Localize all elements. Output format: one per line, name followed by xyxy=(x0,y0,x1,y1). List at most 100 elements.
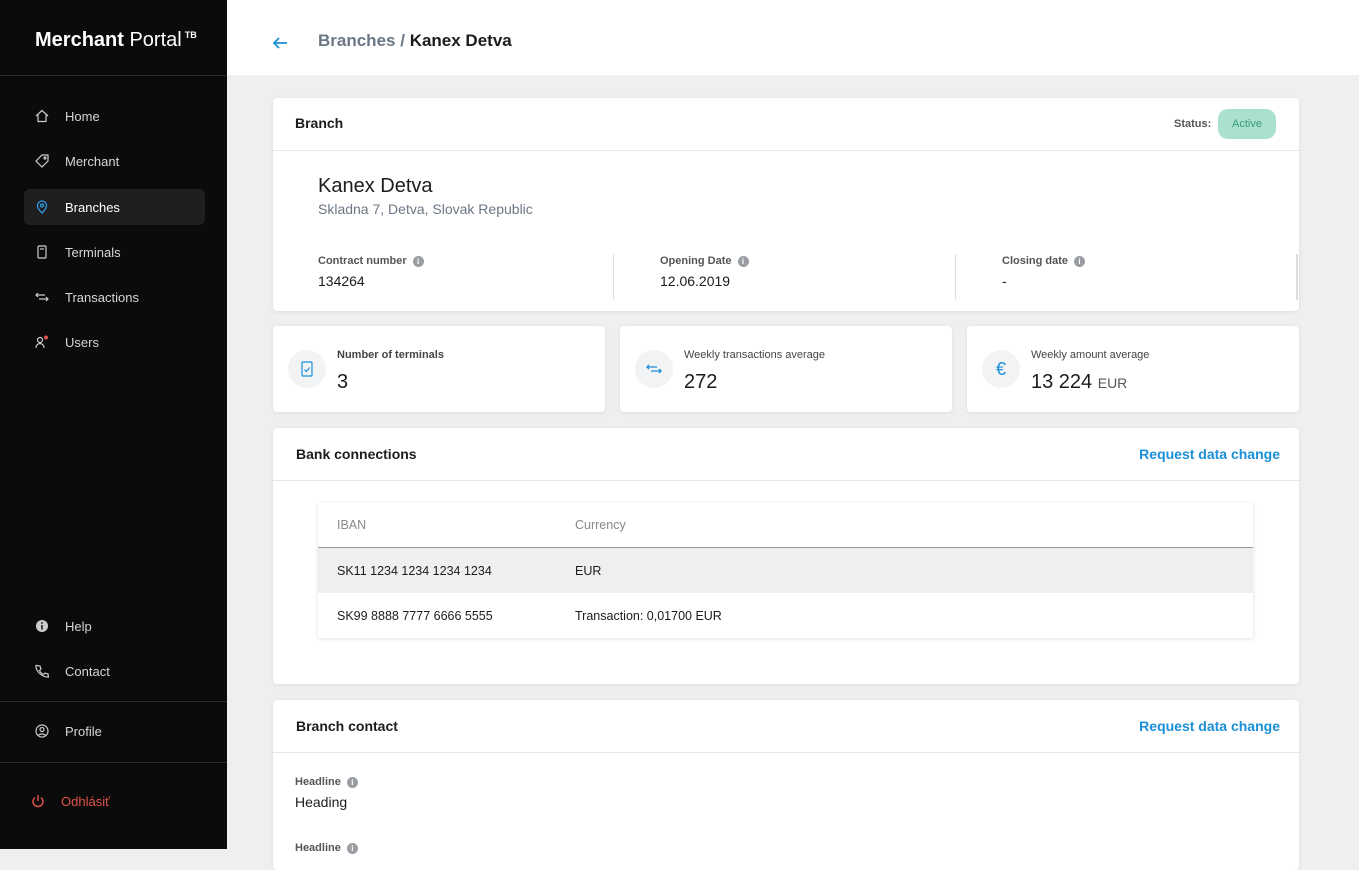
status-label: Status: xyxy=(1174,118,1212,130)
nav-label: Transactions xyxy=(65,289,139,305)
nav-label: Help xyxy=(65,618,92,634)
stat-icon xyxy=(635,350,673,388)
field-label-text: Opening Date xyxy=(660,255,732,267)
divider xyxy=(273,480,1299,481)
field-label-text: Headline xyxy=(295,842,341,854)
field: Headline i xyxy=(295,842,358,854)
card-title: Bank connections xyxy=(296,446,417,462)
bank-table: IBAN Currency SK11 1234 1234 1234 1234 E… xyxy=(318,503,1253,638)
info-icon[interactable]: i xyxy=(737,255,749,267)
field: Opening Date i 12.06.2019 xyxy=(660,255,749,289)
nav-item[interactable]: Merchant xyxy=(24,143,205,179)
bank-card: Bank connections Request data change IBA… xyxy=(273,428,1299,684)
nav-item[interactable]: Home xyxy=(24,98,205,134)
stat-icon: € xyxy=(982,350,1020,388)
field-label: Closing date i xyxy=(1002,255,1086,267)
divider xyxy=(273,752,1299,753)
info-icon[interactable]: i xyxy=(412,255,424,267)
branch-address: Skladna 7, Detva, Slovak Republic xyxy=(318,201,533,217)
field: Contract number i 134264 xyxy=(318,255,424,289)
nav-label: Home xyxy=(65,108,100,124)
request-change-link[interactable]: Request data change xyxy=(1139,446,1280,462)
stat-value: 13 224 EUR xyxy=(1031,371,1127,394)
branch-name: Kanex Detva xyxy=(318,175,433,197)
logout[interactable]: Odhlásiť xyxy=(20,783,201,819)
nav-item[interactable]: Help xyxy=(24,608,205,644)
contact-card: Branch contact Request data change Headl… xyxy=(273,700,1299,870)
stat-number: 13 224 xyxy=(1031,371,1093,393)
breadcrumb: Branches / Kanex Detva xyxy=(318,31,512,51)
header: Branches / Kanex Detva xyxy=(227,0,1359,75)
currency: EUR xyxy=(575,564,602,578)
divider xyxy=(0,75,227,76)
stat-card: Weekly transactions average 272 xyxy=(620,326,952,412)
sidebar: Merchant Portal TB Home Merchant Branches… xyxy=(0,0,227,849)
column-header: Currency xyxy=(575,518,626,532)
column-header: IBAN xyxy=(337,518,367,532)
table-row: SK11 1234 1234 1234 1234 EUR xyxy=(318,548,1253,593)
nav-item[interactable]: Users xyxy=(24,324,205,360)
iban: SK11 1234 1234 1234 1234 xyxy=(337,564,492,578)
breadcrumb-current: Kanex Detva xyxy=(409,31,512,50)
brand: Merchant Portal TB xyxy=(35,29,197,52)
back-button[interactable] xyxy=(272,35,288,51)
field-label-text: Contract number xyxy=(318,255,407,267)
field: Headline i Heading xyxy=(295,776,358,810)
divider xyxy=(955,254,956,300)
field-value: 134264 xyxy=(318,273,365,289)
stat-value: 3 xyxy=(337,371,349,393)
divider xyxy=(1296,254,1298,300)
stat-unit: EUR xyxy=(1097,375,1128,391)
card-title: Branch xyxy=(295,115,344,131)
nav-item[interactable]: Profile xyxy=(24,713,205,749)
nav-item[interactable]: Contact xyxy=(24,653,205,689)
field-label: Headline i xyxy=(295,776,358,788)
logout-label: Odhlásiť xyxy=(61,793,110,809)
stat-card: Number of terminals 3 xyxy=(273,326,605,412)
request-change-link[interactable]: Request data change xyxy=(1139,718,1280,734)
divider xyxy=(0,701,227,702)
field-value: - xyxy=(1002,273,1007,289)
nav-label: Users xyxy=(65,334,99,350)
field-label-text: Headline xyxy=(295,776,341,788)
divider xyxy=(273,150,1299,151)
nav-label: Profile xyxy=(65,723,102,739)
divider xyxy=(0,762,227,763)
nav-item[interactable]: Transactions xyxy=(24,279,205,315)
field-value: Heading xyxy=(295,794,348,810)
brand-light: Portal xyxy=(129,29,182,51)
field-value: 12.06.2019 xyxy=(660,273,731,289)
iban: SK99 8888 7777 6666 5555 xyxy=(337,609,493,623)
stat-value: 272 xyxy=(684,371,718,393)
table-header: IBAN Currency xyxy=(318,503,1253,548)
field: Closing date i - xyxy=(1002,255,1086,289)
info-icon[interactable]: i xyxy=(346,842,358,854)
field-label: Opening Date i xyxy=(660,255,749,267)
stat-label: Weekly amount average xyxy=(1031,349,1150,361)
status-badge: Active xyxy=(1218,109,1276,139)
stat-label: Weekly transactions average xyxy=(684,349,826,361)
stat-icon xyxy=(288,350,326,388)
brand-bold: Merchant xyxy=(35,29,124,51)
stat-card: € Weekly amount average 13 224 EUR xyxy=(967,326,1299,412)
info-icon[interactable]: i xyxy=(346,776,358,788)
table-row: SK99 8888 7777 6666 5555 Transaction: 0,… xyxy=(318,593,1253,638)
breadcrumb-parent[interactable]: Branches xyxy=(318,31,396,50)
nav-label: Contact xyxy=(65,663,110,679)
card-title: Branch contact xyxy=(296,718,398,734)
nav-label: Merchant xyxy=(65,153,120,169)
brand-sup: TB xyxy=(184,30,197,41)
info-icon[interactable]: i xyxy=(1074,255,1086,267)
branch-card: Branch Status: Active Kanex Detva Skladn… xyxy=(273,98,1299,311)
breadcrumb-separator: / xyxy=(400,31,405,50)
currency: Transaction: 0,01700 EUR xyxy=(575,609,722,623)
nav-item[interactable]: Branches xyxy=(24,189,205,225)
field-label-text: Closing date xyxy=(1002,255,1069,267)
nav-item[interactable]: Terminals xyxy=(24,234,205,270)
stat-label: Number of terminals xyxy=(337,349,444,361)
nav-label: Branches xyxy=(65,199,120,215)
field-label: Contract number i xyxy=(318,255,424,267)
divider xyxy=(613,254,614,300)
